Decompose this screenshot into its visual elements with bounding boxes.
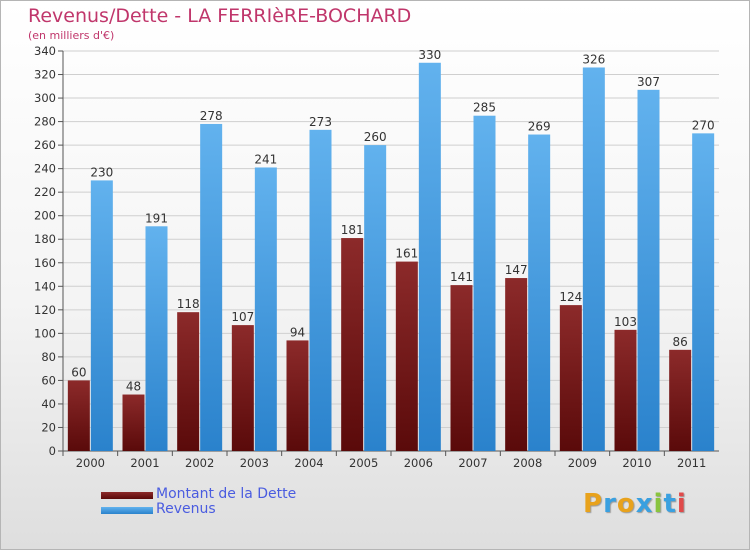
bar-debt (286, 340, 309, 451)
x-tick-label: 2006 (404, 456, 433, 470)
bar-debt (231, 325, 254, 451)
bar-revenue (145, 226, 168, 451)
data-label-revenue: 270 (692, 118, 715, 132)
data-label-revenue: 330 (418, 48, 441, 62)
x-tick-label: 2008 (513, 456, 542, 470)
y-tick-label: 160 (34, 256, 56, 270)
chart-title: Revenus/Dette - LA FERRIèRE-BOCHARD (28, 5, 412, 27)
bar-revenue (528, 134, 551, 451)
bar-revenue (200, 123, 223, 452)
bar-debt (177, 312, 200, 451)
y-tick-label: 300 (34, 91, 56, 105)
logo-letter: r (603, 489, 617, 519)
bar-debt (559, 305, 582, 451)
logo-letter: i (653, 489, 664, 519)
bar-revenue (582, 67, 605, 452)
legend-label-debt: Montant de la Dette (156, 486, 297, 502)
bar-revenue (364, 145, 387, 451)
data-label-revenue: 326 (582, 52, 605, 66)
y-tick-label: 200 (34, 209, 56, 223)
logo-letter: P (583, 489, 604, 519)
data-label-revenue: 307 (637, 75, 660, 89)
data-label-debt: 94 (290, 325, 305, 339)
y-tick-label: 120 (34, 303, 56, 317)
legend-label-revenue: Revenus (156, 501, 216, 517)
y-tick-label: 60 (41, 373, 56, 387)
data-label-debt: 118 (177, 297, 200, 311)
y-tick-label: 0 (49, 444, 56, 458)
y-tick-label: 80 (41, 350, 56, 364)
x-tick-label: 2007 (458, 456, 487, 470)
bar-debt (395, 261, 418, 451)
bar-debt (614, 329, 637, 451)
bar-debt (67, 380, 90, 451)
bar-revenue (309, 129, 332, 451)
y-tick-label: 240 (34, 162, 56, 176)
y-tick-label: 20 (41, 420, 56, 434)
x-tick-label: 2011 (677, 456, 706, 470)
data-label-debt: 147 (505, 263, 528, 277)
data-label-revenue: 273 (309, 115, 332, 129)
x-tick-label: 2002 (185, 456, 214, 470)
data-label-revenue: 269 (528, 120, 551, 134)
data-label-debt: 161 (395, 247, 418, 261)
bar-revenue (637, 89, 660, 451)
x-tick-label: 2004 (294, 456, 323, 470)
bars (67, 62, 715, 452)
bar-debt (122, 394, 145, 451)
data-label-debt: 107 (231, 310, 254, 324)
data-labels: 60 230 48 191 118 278 107 241 94 273 181 260 161 330 1… (71, 48, 714, 394)
grid-lines (63, 50, 719, 452)
data-label-revenue: 285 (473, 101, 496, 115)
legend-swatch-revenue (101, 507, 153, 514)
chart-subtitle: (en milliers d'€) (28, 29, 115, 42)
proxiti-logo: Proxiti (583, 489, 687, 519)
x-tick-label: 2005 (349, 456, 378, 470)
data-label-revenue: 191 (145, 211, 168, 225)
legend-swatch-debt (101, 492, 153, 499)
y-tick-label: 340 (34, 44, 56, 58)
bar-revenue (692, 133, 715, 451)
y-tick-label: 280 (34, 115, 56, 129)
data-label-revenue: 241 (254, 152, 277, 166)
bar-revenue (473, 115, 496, 452)
data-label-debt: 141 (450, 270, 473, 284)
x-tick-label: 2001 (130, 456, 159, 470)
logo-letter: x (635, 489, 654, 519)
data-label-debt: 60 (71, 365, 86, 379)
data-label-debt: 86 (673, 335, 688, 349)
x-tick-label: 2010 (622, 456, 651, 470)
data-label-revenue: 278 (200, 109, 223, 123)
axes: 0 20 40 60 80 100 120 140 160 180 200 220 240 260 280 3… (34, 44, 719, 470)
y-tick-label: 260 (34, 138, 56, 152)
x-tick-label: 2000 (76, 456, 105, 470)
logo-letter: o (616, 489, 636, 519)
y-tick-label: 220 (34, 185, 56, 199)
bar-debt (341, 238, 364, 451)
bar-debt (669, 349, 692, 451)
data-label-debt: 48 (126, 380, 141, 394)
bar-revenue (418, 62, 441, 451)
bar-revenue (90, 180, 113, 452)
data-label-revenue: 230 (90, 165, 113, 179)
data-label-debt: 103 (614, 315, 637, 329)
bar-debt (505, 278, 528, 451)
bar-debt (450, 285, 473, 451)
data-label-debt: 181 (341, 223, 364, 237)
logo-letter: t (663, 489, 677, 519)
y-tick-label: 140 (34, 279, 56, 293)
y-tick-label: 100 (34, 326, 56, 340)
x-tick-label: 2009 (568, 456, 597, 470)
y-tick-label: 40 (41, 397, 56, 411)
bar-revenue (254, 167, 277, 451)
logo-letter: i (676, 489, 687, 519)
x-tick-label: 2003 (240, 456, 269, 470)
y-tick-label: 180 (34, 232, 56, 246)
y-tick-label: 320 (34, 68, 56, 82)
data-label-revenue: 260 (364, 130, 387, 144)
data-label-debt: 124 (559, 290, 582, 304)
